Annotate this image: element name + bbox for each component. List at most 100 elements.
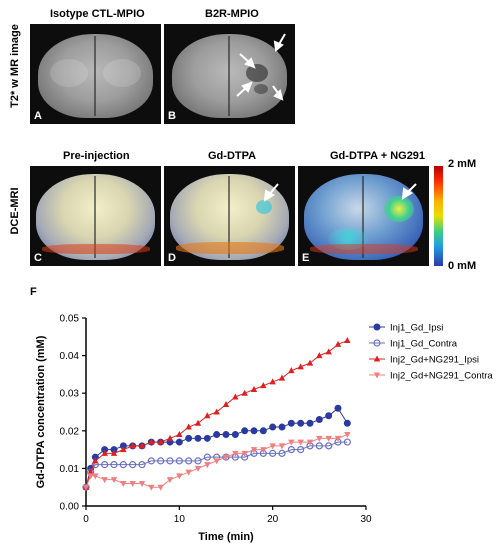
data-point [203,453,211,461]
data-point [269,449,277,457]
data-point [166,457,174,465]
data-point [110,461,118,469]
data-point [92,473,99,480]
data-point [222,454,230,461]
series-3 [82,337,351,490]
data-point [269,378,276,385]
data-point [101,477,108,484]
data-point [232,450,239,457]
colorbar [434,166,443,266]
data-point [148,484,155,491]
chart-legend: Inj1_Gd_Ipsi Inj1_Gd_Contra Inj2_Gd+NG291_… [369,323,493,382]
data-point [334,340,342,347]
data-point [260,447,267,454]
x-tick-label: 20 [267,514,279,525]
data-point [288,367,295,374]
data-point [269,443,276,450]
concentration-chart: 0 10 20 30 0.00 0.01 0.02 0.03 0.04 0.05 Time (min… [35,314,493,544]
legend-marker [373,372,381,379]
data-point [260,382,267,389]
data-point [278,443,286,450]
data-point [306,419,314,427]
data-point [87,473,94,480]
data-point [287,419,295,427]
data-point [297,363,304,370]
data-point [175,438,183,446]
data-point [278,449,286,457]
data-point [325,412,333,420]
data-point [129,461,137,469]
panel-f-letter: F [30,286,37,298]
data-point [297,419,305,427]
colorbar-min-label: 0 mM [448,260,477,272]
data-point [147,457,155,465]
data-point [306,359,314,366]
data-point [334,404,342,412]
data-point [316,435,323,442]
panel-e-image: E [298,166,429,266]
data-point [306,439,314,446]
data-point [176,431,183,438]
dce-row-label: DCE-MRI [9,187,21,235]
data-point [344,337,351,344]
data-point [213,408,220,415]
data-point [241,389,248,396]
panel-d-title: Gd-DTPA [208,150,257,162]
x-axis-label: Time (min) [198,531,254,543]
data-point [185,434,193,442]
data-point [166,477,174,484]
chart-marks [82,337,351,491]
data-point [278,374,286,381]
data-point [175,457,183,465]
x-tick-label: 30 [360,514,372,525]
data-point [325,348,332,355]
data-point [101,461,109,469]
panel-d-image: D [164,166,295,266]
data-point [315,416,323,424]
data-point [204,462,211,469]
series-4 [82,432,351,491]
data-point [250,447,258,454]
legend-label: Inj1_Gd_Ipsi [390,323,443,334]
data-point [250,427,258,435]
panel-c-image: C [30,166,161,266]
legend-marker [373,339,381,347]
data-point [120,446,127,453]
data-point [231,431,239,439]
data-point [343,419,351,427]
data-point [120,480,127,487]
data-point [204,412,211,419]
data-point [110,449,118,456]
data-point [343,438,351,446]
data-point [82,484,90,491]
data-point [92,457,99,464]
data-point [138,480,146,487]
data-point [203,434,211,442]
data-point [194,434,202,442]
data-point [297,439,304,446]
data-point [185,469,192,476]
legend-label: Inj2_Gd+NG291_Ipsi [390,355,479,366]
data-point [194,465,202,472]
data-point [213,458,220,465]
y-tick-label: 0.02 [60,426,80,437]
data-point [232,393,239,400]
data-point [157,438,164,445]
data-point [241,450,248,457]
data-point [129,442,136,449]
data-point [222,431,230,439]
data-point [325,435,332,442]
y-tick-label: 0.00 [60,502,80,513]
data-point [288,439,295,446]
data-point [157,484,164,491]
data-point [148,438,155,445]
panel-e-title: Gd-DTPA + NG291 [330,150,426,162]
data-point [119,461,127,469]
data-point [325,442,333,450]
chart-axes: 0 10 20 30 0.00 0.01 0.02 0.03 0.04 0.05 Time (min… [35,314,372,544]
data-point [157,457,165,465]
y-tick-label: 0.04 [60,351,80,362]
panel-b-letter: B [168,110,176,122]
data-point [316,352,323,359]
data-point [194,419,202,426]
